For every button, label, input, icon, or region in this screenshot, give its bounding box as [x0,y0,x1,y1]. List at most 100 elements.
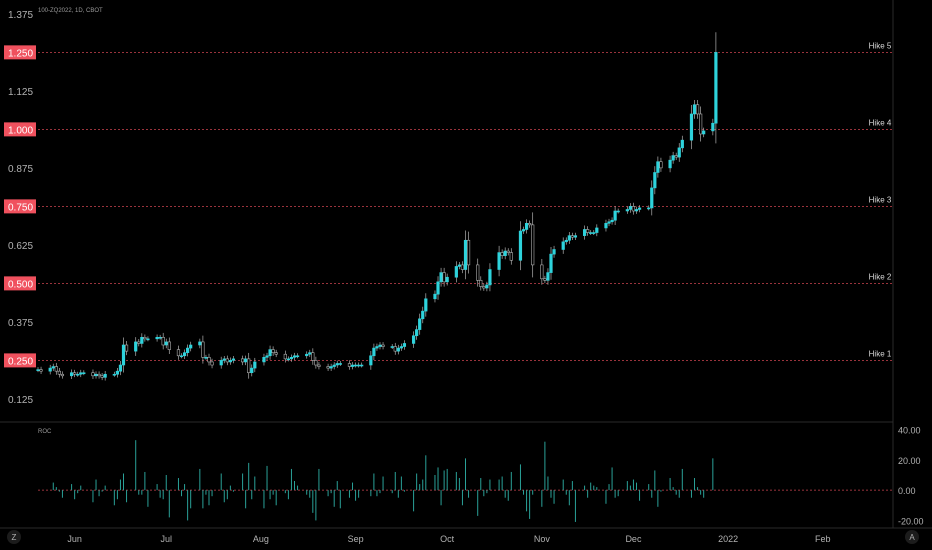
candle-body [244,358,248,363]
time-tick-label: Oct [440,534,455,544]
candle-body [653,172,657,189]
candle-body [567,235,571,241]
candle-body [338,363,342,365]
candle-body [674,155,678,158]
candle-body [610,219,614,223]
candle-body [625,209,629,212]
auto-scale-button-label[interactable]: A [909,533,915,542]
candle-body [546,272,550,281]
timezone-button[interactable]: Z [7,530,21,544]
candle-body [561,241,565,250]
candle-body [628,206,632,210]
roc-tick-label: 0.00 [898,486,916,496]
candle-body [97,373,101,377]
candle-body [347,363,352,367]
candle-body [198,341,202,346]
price-tick-label: 1.125 [8,87,33,98]
candle-body [396,347,400,352]
candle-body [228,360,232,363]
candle-body [207,357,211,363]
candle-body [73,372,77,375]
time-tick-label: Dec [625,534,642,544]
candle-body [714,52,718,124]
hike-levels: Hike 1 Hike 2 Hike 3 Hike 4 Hike 5 [38,41,893,361]
candle-body [112,373,116,376]
candle-body [589,232,593,234]
candle-body [265,355,269,358]
candle-body [393,346,397,352]
hike-label: Hike 2 [869,272,892,281]
candle-body [552,249,556,255]
timezone-button-label[interactable]: Z [12,533,17,542]
hike-price-badge [4,122,36,137]
timezone-button-bg[interactable] [7,530,21,544]
candle-body [118,364,123,372]
candle-body [317,364,321,367]
hike-price-badge-label: 1.250 [8,48,33,59]
chart-frame [0,0,932,529]
time-tick-label: Sep [348,534,364,544]
candle-body [463,239,468,270]
candle-body [289,357,294,360]
hike-label: Hike 1 [869,349,892,358]
candle-body [607,221,611,224]
candle-body [186,347,190,353]
candle-body [573,235,578,238]
candle-body [219,360,223,366]
auto-scale-button-bg[interactable] [905,530,919,544]
time-tick-label: Jun [67,534,82,544]
candle-body [332,364,336,367]
candle-body [637,207,642,210]
candle-body [357,364,361,367]
candle-body [424,298,428,312]
candle-body [457,264,461,267]
candle-body [695,104,700,115]
candle-body [668,159,672,169]
candle-body [76,373,80,376]
time-tick-label: 2022 [718,534,738,544]
candle-body [592,232,596,234]
candle-body [586,229,590,233]
candle-body [247,358,251,374]
candle-body [692,104,697,115]
candle-body [262,357,266,363]
candle-body [308,352,312,355]
candle-body [659,161,663,169]
candle-body [650,187,654,209]
roc-bars [38,440,893,522]
candle-body [305,353,309,357]
candle-body [286,358,290,361]
candle-body [292,355,297,358]
candle-body [421,310,425,320]
candle-body [595,227,599,233]
candle-body [103,373,107,378]
candle-body [134,341,138,352]
candle-body [528,223,532,226]
candle-body [399,346,403,349]
candle-body [680,139,684,149]
auto-scale-button[interactable]: A [905,530,919,544]
candle-body [509,252,513,261]
candle-body [140,336,144,344]
candle-body [353,364,358,367]
candle-body [350,364,355,367]
candle-body [454,266,458,278]
candle-body [582,229,587,236]
candle-body [91,372,95,377]
candle-body [225,358,229,363]
price-tick-label: 0.125 [8,395,33,406]
hike-label: Hike 3 [869,195,892,204]
candle-body [699,113,703,135]
candle-body [210,361,214,366]
hike-price-badge-label: 0.250 [8,356,33,367]
candle-body [631,206,636,212]
hike-price-badge [4,45,36,60]
candle-body [518,230,523,261]
hike-label: Hike 4 [869,118,892,127]
candle-body [60,373,65,377]
candle-body [54,366,58,372]
candle-body [146,338,150,341]
candle-body [634,209,639,212]
hike-price-badge-label: 0.500 [8,279,33,290]
